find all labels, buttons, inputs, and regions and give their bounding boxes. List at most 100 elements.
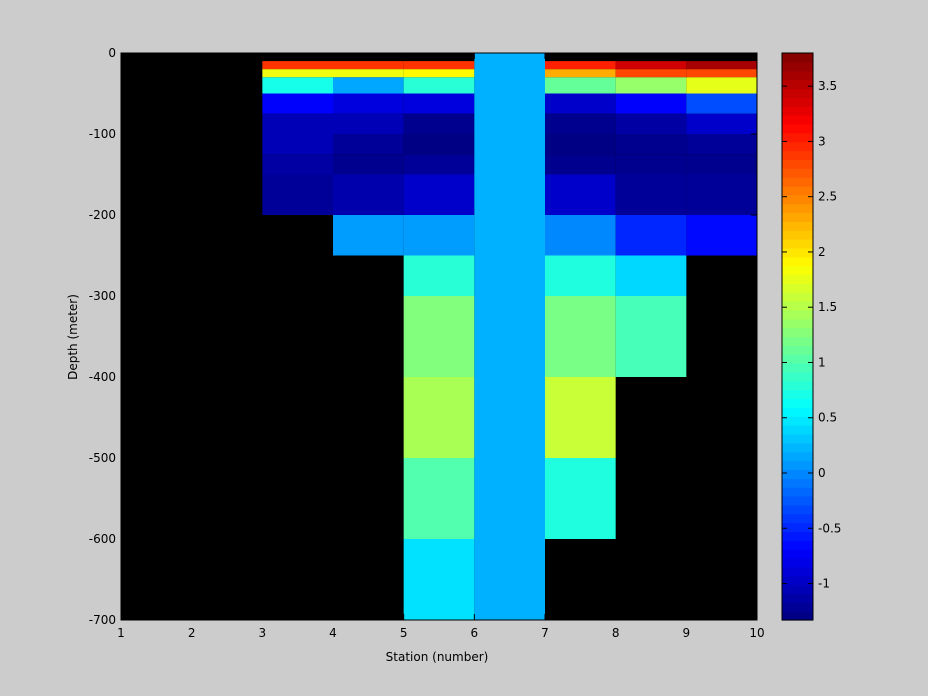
heatmap-cell bbox=[333, 93, 404, 114]
y-axis-ticks: 0 -100 -200 -300 -400 -500 -600 -700 bbox=[89, 46, 757, 627]
heatmap-cell bbox=[403, 69, 475, 78]
heatmap-cell bbox=[403, 296, 475, 377]
colorbar-segment bbox=[782, 602, 813, 612]
heatmap-cell bbox=[403, 113, 475, 134]
heatmap-cell bbox=[333, 174, 404, 215]
heatmap-cell bbox=[615, 296, 687, 377]
heatmap-cell bbox=[403, 93, 475, 114]
colorbar-tick-label: 0 bbox=[818, 466, 826, 480]
y-tick-label: -500 bbox=[89, 451, 116, 465]
heatmap-cell bbox=[545, 93, 616, 114]
colorbar-segment bbox=[782, 513, 813, 524]
x-tick-label: 7 bbox=[541, 626, 549, 640]
heatmap-cell bbox=[333, 69, 404, 78]
heatmap-cell bbox=[262, 174, 333, 215]
colorbar-segment bbox=[782, 398, 813, 408]
colorbar-segment bbox=[782, 469, 813, 479]
y-tick-label: 0 bbox=[108, 46, 116, 60]
colorbar-segment bbox=[782, 557, 813, 568]
colorbar-segment bbox=[782, 327, 813, 338]
colorbar-segment bbox=[782, 566, 813, 577]
heatmap-cell bbox=[686, 134, 757, 155]
colorbar-segment bbox=[782, 522, 813, 533]
colorbar-segment bbox=[782, 309, 813, 320]
colorbar-frame bbox=[781, 52, 814, 621]
colorbar-segment bbox=[782, 274, 813, 284]
x-tick-label: 3 bbox=[259, 626, 267, 640]
colorbar-segment bbox=[782, 540, 813, 550]
colorbar-segment bbox=[782, 159, 813, 169]
colorbar-segment bbox=[782, 433, 813, 444]
heatmap-cell bbox=[403, 174, 475, 215]
colorbar-segment bbox=[782, 61, 813, 72]
y-axis-label: Depth (meter) bbox=[66, 294, 80, 380]
heatmap-cell bbox=[333, 215, 404, 256]
colorbar-segment bbox=[782, 123, 813, 134]
colorbar-segment bbox=[782, 247, 813, 258]
heatmap-cell bbox=[615, 215, 687, 256]
colorbar-segment bbox=[782, 132, 813, 143]
heatmap-cell bbox=[262, 113, 333, 134]
heatmap-cell bbox=[545, 61, 616, 70]
heatmap-cell bbox=[403, 377, 475, 458]
colorbar-segment bbox=[782, 203, 813, 214]
colorbar-segment bbox=[782, 487, 813, 497]
colorbar-segment bbox=[782, 239, 813, 249]
heatmap-cell bbox=[686, 69, 757, 78]
heatmap-cell bbox=[545, 134, 616, 155]
colorbar-segment bbox=[782, 425, 813, 435]
heatmap-cells bbox=[262, 53, 757, 620]
colorbar-segment bbox=[782, 150, 813, 160]
heatmap-cell bbox=[474, 53, 545, 620]
colorbar-tick-label: 3.5 bbox=[818, 79, 837, 93]
colorbar-segment bbox=[782, 389, 813, 400]
heatmap-cell bbox=[615, 154, 687, 175]
heatmap-cell bbox=[403, 154, 475, 175]
y-tick-label: -600 bbox=[89, 532, 116, 546]
colorbar bbox=[782, 53, 813, 621]
x-tick-label: 2 bbox=[188, 626, 196, 640]
colorbar-tick-label: 0.5 bbox=[818, 411, 837, 425]
heatmap-cell bbox=[333, 134, 404, 155]
heatmap-cell bbox=[262, 93, 333, 114]
heatmap-cell bbox=[615, 77, 687, 94]
colorbar-segment bbox=[782, 97, 813, 107]
heatmap-cell bbox=[545, 154, 616, 175]
colorbar-segment bbox=[782, 79, 813, 90]
colorbar-segment bbox=[782, 611, 813, 621]
heatmap-cell bbox=[545, 458, 616, 539]
heatmap-cell bbox=[262, 134, 333, 155]
heatmap-cell bbox=[545, 113, 616, 134]
colorbar-segment bbox=[782, 549, 813, 559]
colorbar-segment bbox=[782, 185, 813, 196]
heatmap-cell bbox=[403, 61, 475, 70]
heatmap-cell bbox=[545, 255, 616, 296]
heatmap-cell bbox=[403, 77, 475, 94]
heatmap-cell bbox=[545, 69, 616, 78]
colorbar-segment bbox=[782, 318, 813, 329]
colorbar-segment bbox=[782, 70, 813, 81]
colorbar-tick-label: 2 bbox=[818, 245, 826, 259]
y-tick-label: -400 bbox=[89, 370, 116, 384]
colorbar-tick-label: 2.5 bbox=[818, 190, 837, 204]
x-axis-ticks: 1 2 3 4 5 6 7 8 9 10 bbox=[117, 53, 765, 640]
colorbar-segment bbox=[782, 354, 813, 364]
heatmap-cell bbox=[615, 174, 687, 215]
heatmap-cell bbox=[333, 154, 404, 175]
colorbar-segment bbox=[782, 168, 813, 178]
heatmap-cell bbox=[262, 69, 333, 78]
heatmap-cell bbox=[686, 113, 757, 134]
heatmap-cell bbox=[686, 77, 757, 94]
colorbar-segment bbox=[782, 115, 813, 125]
colorbar-segment bbox=[782, 292, 813, 302]
colorbar-segment bbox=[782, 380, 813, 391]
colorbar-segment bbox=[782, 531, 813, 541]
heatmap-cell bbox=[403, 134, 475, 155]
colorbar-segment bbox=[782, 141, 813, 152]
x-tick-label: 6 bbox=[471, 626, 479, 640]
heatmap-cell bbox=[615, 93, 687, 114]
heatmap-cell bbox=[333, 113, 404, 134]
colorbar-tick-label: -0.5 bbox=[818, 521, 841, 535]
heatmap-cell bbox=[545, 377, 616, 458]
x-tick-label: 5 bbox=[400, 626, 408, 640]
